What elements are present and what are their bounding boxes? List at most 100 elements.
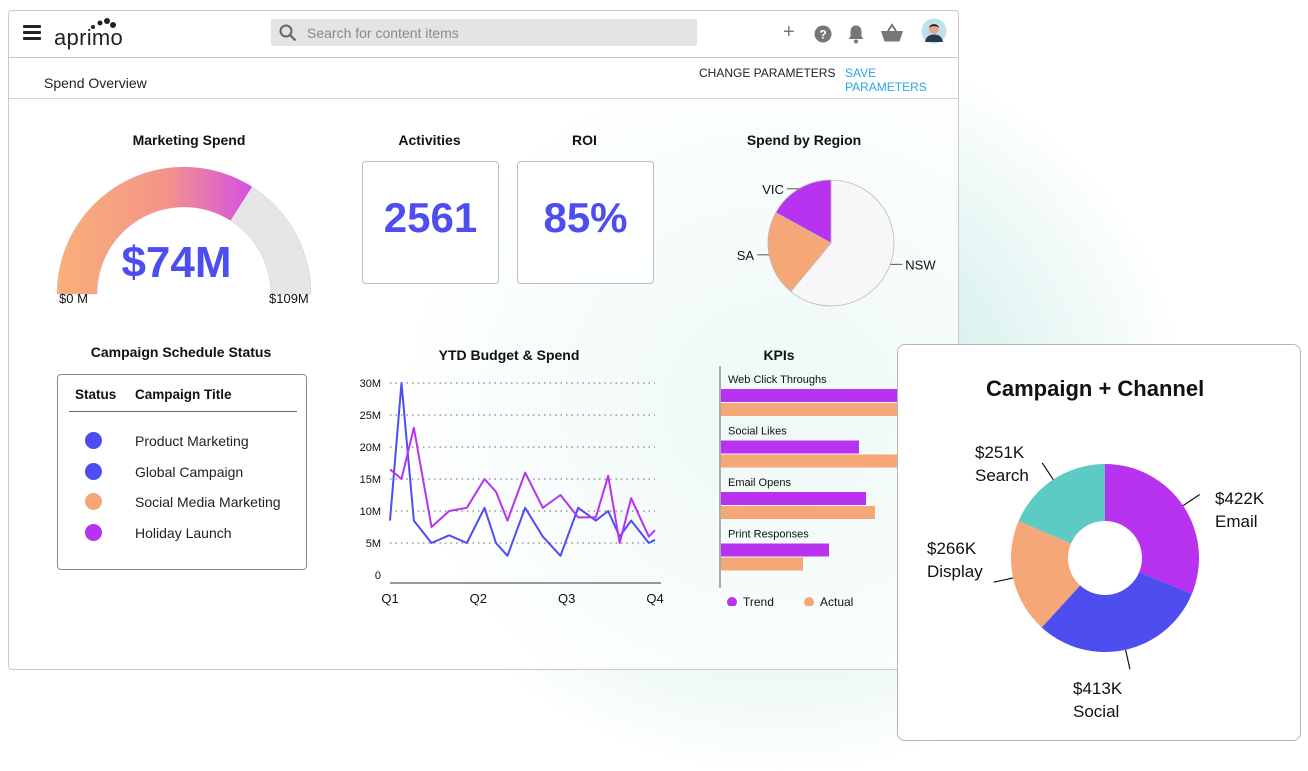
line-series-2 [389, 426, 656, 544]
x-tick-label: Q4 [646, 591, 663, 606]
activities-card: 2561 [362, 161, 499, 284]
donut-label-email: $422K Email [1215, 487, 1264, 533]
search-input[interactable] [307, 19, 687, 46]
kpi-bar-actual [721, 506, 875, 519]
marketing-spend-value: $74M [121, 238, 232, 287]
logo-dots-icon [91, 18, 116, 29]
y-tick-label: 20M [360, 442, 381, 454]
svg-text:?: ? [819, 28, 826, 42]
pie-label-nsw: NSW [905, 257, 936, 272]
logo: aprimo [54, 25, 123, 51]
donut-slice-email [1105, 464, 1199, 594]
table-row[interactable]: Social Media Marketing [58, 491, 306, 511]
roi-title: ROI [572, 132, 597, 148]
donut-label-search: $251K Search [975, 441, 1029, 487]
status-column-header: Status [75, 387, 117, 402]
kpi-category-label: Social Likes [728, 426, 787, 438]
save-parameters-link[interactable]: SAVE PARAMETERS [845, 66, 927, 94]
ytd-budget-spend-chart: 30M 25M 20M 15M 10M 5M 0Q1 Q2 Q3 Q4 [360, 378, 664, 606]
campaign-title-column-header: Campaign Title [135, 387, 232, 402]
legend-marker-actual [804, 597, 814, 606]
legend-label-actual: Actual [820, 595, 853, 606]
legend-label-trend: Trend [743, 595, 774, 606]
status-dot [85, 432, 102, 449]
search-value: $251K [975, 443, 1025, 462]
kpi-bar-trend [721, 492, 866, 505]
add-icon[interactable]: + [783, 21, 795, 43]
app-window: aprimo + ? [8, 10, 959, 670]
social-value: $413K [1073, 679, 1123, 698]
display-name: Display [927, 562, 983, 581]
kpi-bar-actual [721, 557, 803, 571]
schedule-title: Campaign Schedule Status [90, 344, 272, 360]
donut-leader-email [1182, 494, 1201, 507]
pie-label-vic: VIC [762, 182, 784, 197]
page-title: Spend Overview [44, 75, 147, 91]
table-row[interactable]: Product Marketing [58, 430, 306, 450]
pie-slice-vic [775, 179, 832, 244]
y-tick-label: 15M [360, 474, 381, 486]
sub-header: Spend Overview CHANGE PARAMETERS SAVE PA… [9, 58, 958, 99]
campaign-title: Holiday Launch [135, 525, 232, 541]
search-name: Search [975, 466, 1029, 485]
search-icon[interactable] [279, 24, 297, 42]
y-tick-label: 0 [375, 570, 381, 582]
donut-slice-display [1011, 521, 1081, 628]
y-tick-label: 25M [360, 410, 381, 422]
gauge-min-label: $0 M [59, 291, 88, 306]
gauge-max-label: $109M [269, 291, 309, 306]
search-bar [271, 19, 697, 46]
schedule-table: Status Campaign Title Product Marketing … [57, 374, 307, 570]
donut-slice-social [1041, 572, 1192, 652]
campaign-channel-card: Campaign + Channel $422K Email $413K Soc… [897, 344, 1301, 741]
kpi-bar-actual [721, 454, 930, 468]
user-avatar-icon[interactable] [921, 18, 947, 44]
social-name: Social [1073, 702, 1120, 721]
x-tick-label: Q3 [558, 591, 575, 606]
kpi-category-label: Web Click Throughs [728, 374, 827, 386]
kpi-category-label: Email Opens [728, 477, 791, 489]
campaign-title: Product Marketing [135, 433, 249, 449]
kpis-title: KPIs [763, 347, 795, 363]
donut-label-social: $413K Social [1073, 677, 1122, 723]
legend-marker-trend [727, 597, 737, 606]
spend-by-region-title: Spend by Region [746, 132, 862, 148]
donut-slice-search [1018, 464, 1105, 544]
spend-by-region-pie: NSW SA VIC [737, 179, 936, 307]
donut-leader-social [1124, 649, 1131, 670]
ytd-chart-title: YTD Budget & Spend [438, 347, 580, 363]
status-dot [85, 524, 102, 541]
x-tick-label: Q1 [381, 591, 398, 606]
kpi-bar-actual [721, 403, 906, 416]
kpi-bar-trend [721, 389, 906, 402]
y-tick-label: 5M [366, 538, 381, 550]
campaign-channel-title: Campaign + Channel [986, 376, 1205, 401]
pie-slice-sa [767, 212, 832, 293]
status-dot [85, 463, 102, 480]
help-icon[interactable]: ? [814, 25, 832, 43]
logo-text: aprimo [54, 25, 124, 50]
donut-label-display: $266K Display [927, 537, 983, 583]
table-row[interactable]: Global Campaign [58, 461, 306, 481]
donut-leader-display [993, 577, 1014, 583]
header-divider [69, 411, 297, 412]
table-row[interactable]: Holiday Launch [58, 522, 306, 542]
marketing-spend-title: Marketing Spend [132, 132, 246, 148]
status-dot [85, 493, 102, 510]
kpi-bar-trend [721, 440, 859, 454]
basket-icon[interactable] [880, 23, 904, 43]
y-tick-label: 30M [360, 378, 381, 390]
kpi-category-label: Print Responses [728, 529, 809, 541]
top-bar: aprimo + ? [9, 11, 958, 58]
pie-label-sa: SA [737, 248, 755, 263]
roi-card: 85% [517, 161, 654, 284]
email-value: $422K [1215, 489, 1265, 508]
pie-slice-nsw [790, 179, 895, 307]
change-parameters-link[interactable]: CHANGE PARAMETERS [699, 66, 836, 80]
email-name: Email [1215, 512, 1258, 531]
notifications-bell-icon[interactable] [847, 24, 865, 44]
menu-icon[interactable] [23, 25, 41, 41]
y-tick-label: 10M [360, 506, 381, 518]
x-tick-label: Q2 [470, 591, 487, 606]
line-series-1 [389, 382, 656, 557]
